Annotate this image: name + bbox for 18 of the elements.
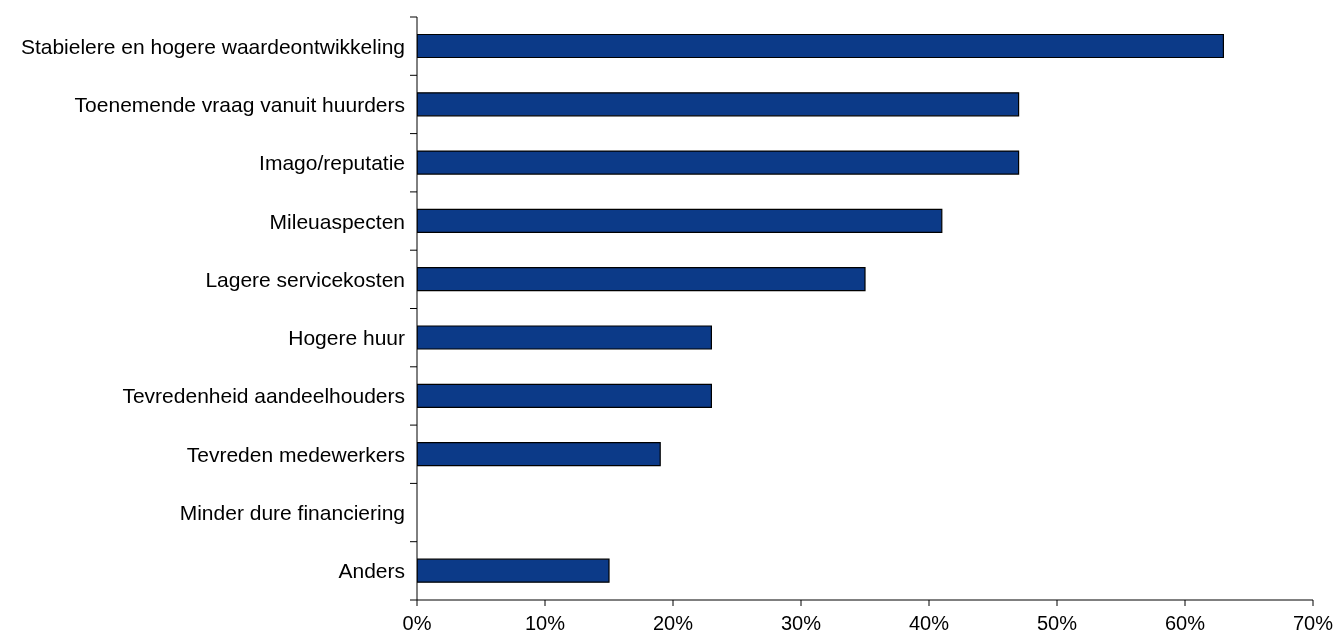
- y-tick-label: Hogere huur: [288, 326, 405, 350]
- x-tick-label: 40%: [908, 612, 950, 635]
- x-tick-label: 30%: [780, 612, 822, 635]
- x-tick-label: 10%: [524, 612, 566, 635]
- y-tick-label: Imago/reputatie: [259, 151, 405, 175]
- x-tick-label: 70%: [1292, 612, 1334, 635]
- y-tick-label: Stabielere en hogere waardeontwikkeling: [20, 34, 405, 58]
- y-tick-label: Tevredenheid aandeelhouders: [122, 384, 405, 408]
- y-tick-label: Lagere servicekosten: [205, 267, 405, 291]
- x-tick-label: 0%: [402, 612, 432, 635]
- y-tick-label: Anders: [338, 559, 405, 583]
- y-tick-label: Mileuaspecten: [269, 209, 405, 233]
- y-tick-label: Minder dure financiering: [179, 501, 405, 525]
- x-tick-label: 50%: [1036, 612, 1078, 635]
- x-tick-label: 20%: [652, 612, 694, 635]
- y-tick-label: Toenemende vraag vanuit huurders: [74, 92, 405, 116]
- y-tick-label: Tevreden medewerkers: [186, 442, 405, 466]
- x-tick-label: 60%: [1164, 612, 1206, 635]
